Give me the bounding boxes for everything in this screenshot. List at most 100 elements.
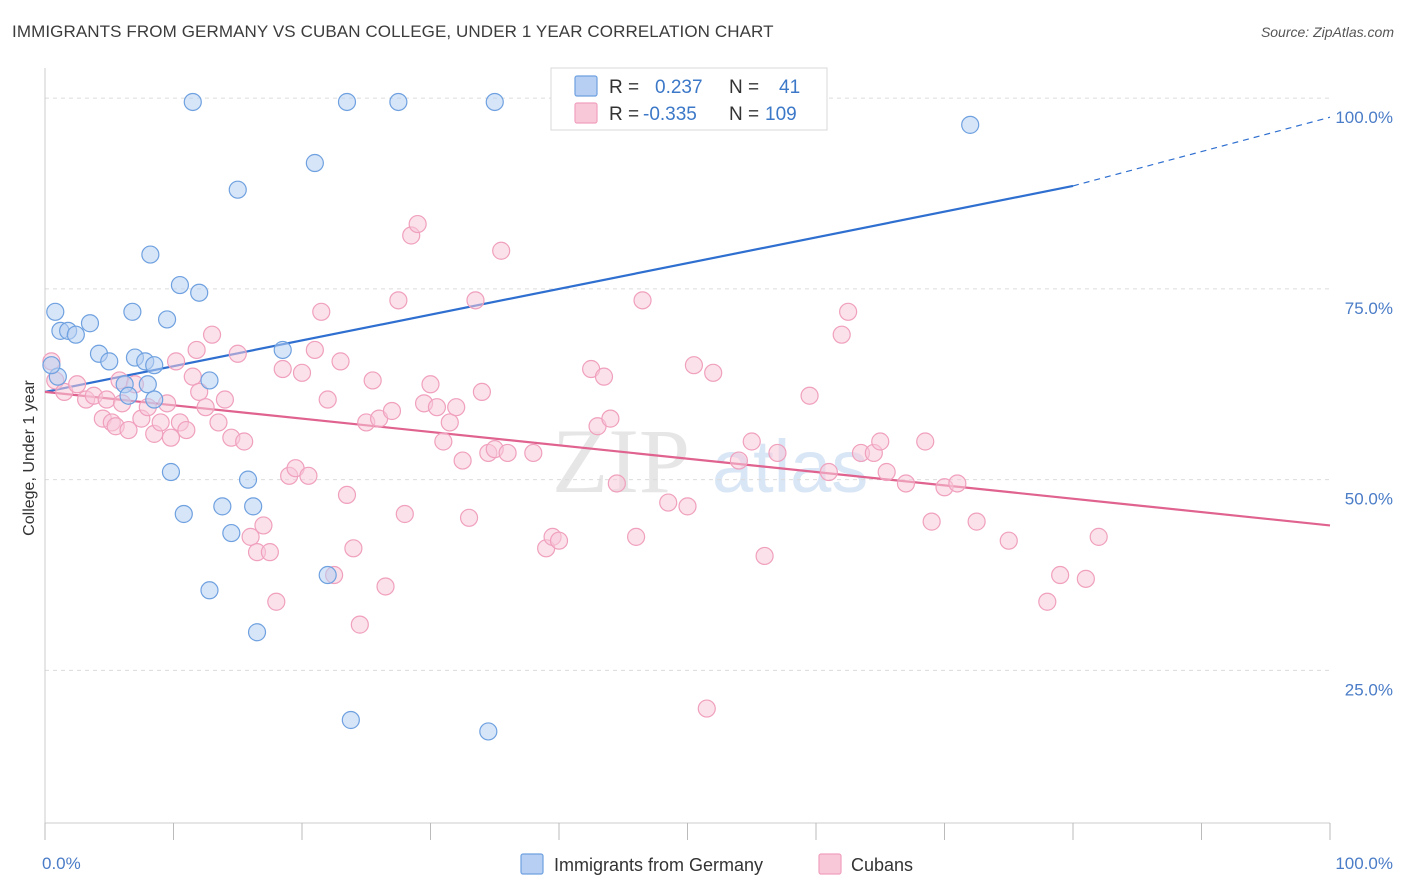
point-germany-24 (200, 371, 219, 390)
point-germany-28 (238, 470, 258, 489)
stats-cubans-n-label: N = (729, 104, 759, 125)
point-cubans-82 (607, 474, 626, 493)
point-germany-35 (341, 710, 360, 730)
point-cubans-103 (916, 432, 935, 451)
point-germany-16 (145, 390, 164, 409)
point-germany-13 (141, 245, 160, 264)
point-cubans-41 (292, 363, 312, 382)
point-cubans-3 (68, 375, 87, 394)
point-cubans-104 (922, 512, 941, 531)
stats-germany-r-value: 0.237 (655, 77, 703, 98)
stats-germany-r-label: R = (609, 77, 639, 98)
point-cubans-26 (196, 398, 215, 417)
point-cubans-7 (97, 390, 116, 409)
point-cubans-68 (466, 291, 485, 310)
point-germany-23 (200, 581, 219, 600)
point-germany-40 (42, 356, 61, 375)
y-tick-label-100: 100.0% (1335, 108, 1393, 127)
point-cubans-43 (305, 340, 324, 360)
point-cubans-19 (161, 428, 181, 447)
point-germany-0 (46, 302, 65, 321)
point-germany-5 (80, 314, 100, 333)
stats-germany-n-value: 41 (779, 77, 800, 98)
point-cubans-47 (331, 352, 350, 371)
point-cubans-97 (839, 302, 858, 321)
axes (44, 68, 1331, 840)
point-cubans-110 (1051, 565, 1070, 585)
point-cubans-28 (209, 413, 228, 432)
point-germany-17 (157, 310, 177, 329)
point-germany-37 (479, 722, 498, 741)
tick-labels: 100.0% 75.0% 50.0% 25.0% 0.0% 100.0% (42, 108, 1393, 873)
point-cubans-64 (440, 413, 459, 432)
point-cubans-112 (1089, 527, 1108, 546)
point-germany-7 (100, 352, 119, 371)
point-cubans-102 (896, 474, 916, 493)
point-cubans-87 (684, 356, 704, 375)
point-cubans-61 (421, 375, 440, 394)
y-axis-title: College, Under 1 year (21, 380, 38, 536)
point-cubans-95 (819, 462, 838, 482)
point-cubans-81 (601, 409, 620, 428)
point-germany-9 (119, 386, 138, 405)
point-germany-22 (190, 283, 209, 302)
point-germany-11 (123, 302, 142, 321)
point-cubans-96 (832, 325, 851, 344)
point-cubans-73 (498, 443, 517, 463)
point-germany-18 (161, 462, 181, 482)
legend-germany-label: Immigrants from Germany (554, 855, 763, 875)
point-cubans-29 (215, 390, 234, 409)
point-cubans-100 (871, 432, 890, 451)
stats-germany-swatch (574, 75, 598, 97)
trend-line-germany (44, 184, 1074, 393)
point-germany-26 (222, 523, 241, 543)
y-tick-label-50: 50.0% (1345, 490, 1393, 509)
point-cubans-74 (524, 443, 543, 463)
stats-germany-n-label: N = (729, 77, 759, 98)
point-cubans-86 (678, 497, 697, 516)
point-germany-34 (337, 92, 357, 112)
point-cubans-80 (594, 367, 614, 386)
point-cubans-33 (241, 527, 260, 546)
y-tick-label-75: 75.0% (1345, 299, 1393, 318)
point-cubans-52 (363, 371, 382, 390)
point-cubans-63 (434, 432, 453, 451)
point-cubans-88 (697, 699, 716, 718)
point-germany-15 (145, 356, 164, 375)
stats-cubans-r-label: R = (609, 104, 639, 125)
point-cubans-109 (1038, 592, 1057, 611)
stats-box: R = 0.237 N = 41 R = -0.335 N = 109 (550, 67, 828, 131)
point-germany-39 (961, 115, 980, 134)
x-tick-label-100: 100.0% (1335, 854, 1393, 873)
point-cubans-36 (260, 543, 279, 562)
point-cubans-93 (768, 443, 787, 463)
point-cubans-94 (800, 386, 819, 405)
point-cubans-72 (492, 241, 511, 260)
point-cubans-23 (183, 367, 202, 386)
point-cubans-59 (408, 214, 427, 234)
bottom-legend: Immigrants from Germany Cubans (520, 853, 913, 875)
point-cubans-66 (453, 451, 472, 470)
point-cubans-48 (337, 485, 357, 505)
point-cubans-35 (254, 516, 273, 535)
point-cubans-90 (729, 451, 749, 470)
point-germany-30 (247, 623, 267, 642)
y-tick-label-25: 25.0% (1345, 680, 1393, 699)
point-germany-29 (244, 497, 263, 516)
point-cubans-85 (659, 493, 678, 512)
point-cubans-84 (633, 291, 652, 310)
point-germany-32 (305, 153, 324, 173)
point-germany-20 (174, 504, 193, 524)
point-cubans-107 (967, 512, 986, 531)
legend-cubans-swatch (818, 853, 842, 875)
chart-title: IMMIGRANTS FROM GERMANY VS CUBAN COLLEGE… (12, 22, 774, 41)
point-cubans-50 (350, 615, 369, 634)
x-tick-label-0: 0.0% (42, 854, 81, 873)
point-cubans-27 (202, 325, 222, 344)
data-points (42, 92, 1108, 741)
stats-cubans-swatch (574, 102, 598, 124)
point-cubans-45 (318, 390, 337, 409)
point-cubans-89 (704, 363, 723, 382)
trend-lines (44, 116, 1331, 527)
